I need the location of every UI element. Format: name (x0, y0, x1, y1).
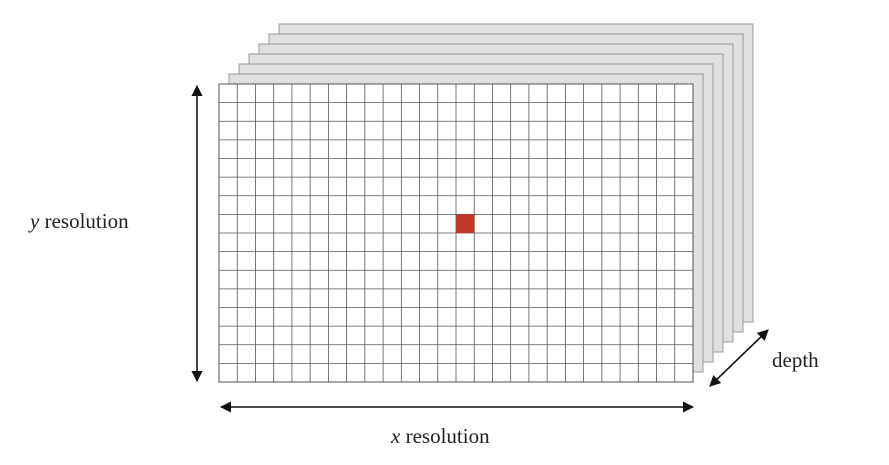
y-resolution-text: resolution (39, 209, 129, 233)
y-resolution-label: y resolution (30, 211, 129, 232)
depth-label: depth (772, 348, 819, 372)
depth-arrow (709, 329, 769, 387)
pixel-grid (219, 84, 693, 382)
x-resolution-text: resolution (400, 424, 490, 448)
x-variable: x (391, 424, 401, 448)
x-resolution-label: x resolution (391, 426, 490, 447)
y-variable: y (30, 209, 40, 233)
highlighted-pixel (456, 214, 475, 233)
